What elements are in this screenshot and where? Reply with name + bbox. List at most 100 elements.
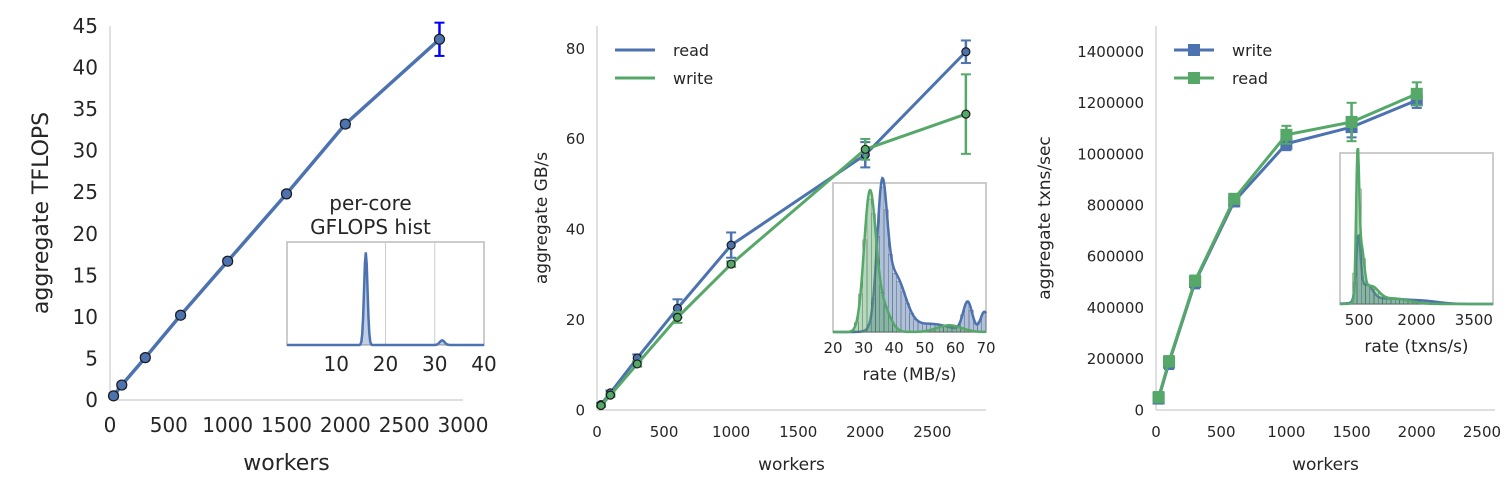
- chart-1: 0 500 1000 1500 2000 2500 3000 0 5 10 15 20 25 30 35 40…: [29, 14, 497, 476]
- y-tick-label: 0: [575, 401, 585, 419]
- x-tick-label: 1500: [779, 423, 817, 441]
- inset-tick-label: 3500: [1455, 311, 1493, 329]
- data-point: [433, 33, 446, 45]
- data-point: [1152, 391, 1165, 404]
- data-point: [339, 118, 351, 130]
- legend-label: write: [1232, 41, 1272, 60]
- data-point: [1345, 116, 1358, 128]
- inset-density-write-curve: [833, 188, 987, 334]
- data-point: [222, 255, 234, 267]
- data-point: [107, 390, 120, 402]
- x-tick-label: 0: [592, 423, 602, 441]
- y-tick-label: 40: [73, 56, 98, 80]
- y-axis-label: aggregate TFLOPS: [29, 112, 54, 314]
- x-tick-label: 0: [104, 413, 117, 437]
- x-axis-label: workers: [243, 451, 330, 476]
- y-tick-label: 35: [73, 97, 98, 121]
- x-tick-label: 2500: [1463, 423, 1501, 441]
- inset-density-read-curve: [1339, 147, 1493, 306]
- legend-marker: [1188, 72, 1200, 84]
- data-point: [1280, 128, 1293, 141]
- x-tick-label: 500: [150, 413, 188, 437]
- y-axis-label: aggregate GB/s: [532, 152, 552, 284]
- x-tick-label: 1500: [1332, 423, 1370, 441]
- inset-density-read-fill: [833, 178, 986, 332]
- inset-tick-label: 50: [915, 339, 934, 357]
- data-point: [961, 47, 971, 57]
- legend-marker: [1188, 44, 1200, 56]
- data-point: [1410, 87, 1423, 100]
- inset-tick-label: 20: [823, 339, 842, 357]
- y-tick-label: 200000: [1087, 350, 1144, 368]
- y-tick-label: 600000: [1087, 248, 1144, 266]
- x-tick-label: 0: [1151, 423, 1161, 441]
- data-point: [116, 379, 128, 391]
- data-point: [280, 188, 293, 200]
- y-tick-label: 45: [73, 14, 98, 38]
- data-point: [175, 309, 187, 321]
- inset-histogram: 500 2000 3500 rate (txns/s): [1339, 147, 1494, 357]
- inset-tick-label: 2000: [1397, 311, 1435, 329]
- inset-x-label: rate (MB/s): [862, 365, 956, 385]
- x-tick-label: 1000: [1267, 423, 1305, 441]
- x-tick-label: 1000: [202, 413, 253, 437]
- inset-tick-label: 70: [976, 339, 995, 357]
- y-tick-label: 0: [85, 388, 98, 412]
- y-tick-label: 25: [73, 180, 98, 204]
- data-point: [1189, 274, 1202, 287]
- y-tick-label: 30: [73, 139, 98, 163]
- inset-tick-label: 500: [1345, 311, 1374, 329]
- inset-tick-label: 60: [946, 339, 965, 357]
- x-tick-label: 2000: [320, 413, 371, 437]
- inset-tick-label: 30: [854, 339, 873, 357]
- legend-label: write: [673, 69, 713, 88]
- legend-label: read: [1232, 69, 1268, 88]
- x-tick-label: 2500: [379, 413, 430, 437]
- x-tick-label: 2000: [1398, 423, 1436, 441]
- y-tick-label: 15: [73, 263, 98, 287]
- inset-x-label: rate (txns/s): [1364, 337, 1468, 357]
- y-tick-label: 80: [566, 40, 585, 58]
- x-tick-label: 1000: [712, 423, 750, 441]
- series-line-main: [112, 37, 441, 397]
- y-tick-label: 5: [85, 346, 98, 370]
- x-tick-label: 2500: [913, 423, 951, 441]
- y-tick-label: 10: [73, 305, 98, 329]
- data-point: [632, 359, 642, 369]
- x-axis-label: workers: [1292, 455, 1359, 475]
- inset-tick-label: 10: [324, 352, 349, 376]
- inset-tick-label: 30: [422, 352, 447, 376]
- inset-tick-label: 40: [471, 352, 496, 376]
- legend-label: read: [673, 41, 709, 60]
- data-point: [860, 144, 870, 154]
- data-point: [672, 312, 683, 322]
- inset-title: per-core: [329, 191, 411, 215]
- data-point: [1163, 355, 1176, 368]
- inset-density-curve: [287, 252, 484, 347]
- y-tick-label: 800000: [1087, 196, 1144, 214]
- y-tick-label: 1200000: [1077, 94, 1144, 112]
- y-tick-label: 400000: [1087, 299, 1144, 317]
- data-point: [605, 390, 616, 400]
- y-tick-label: 40: [566, 221, 585, 239]
- data-point: [961, 109, 971, 119]
- data-point: [726, 240, 736, 250]
- x-tick-label: 2000: [846, 423, 884, 441]
- data-point: [1228, 192, 1241, 205]
- data-point: [726, 259, 736, 269]
- y-tick-label: 60: [566, 130, 585, 148]
- chart-2: 0 500 1000 1500 2000 2500 0 20 40 60 80 workers aggr…: [532, 26, 996, 475]
- y-axis-label: aggregate txns/sec: [1035, 136, 1055, 300]
- x-tick-label: 3000: [438, 413, 489, 437]
- x-tick-label: 500: [1207, 423, 1236, 441]
- inset-histogram: 20 30 40 50 60 70 rate (MB/s): [823, 176, 996, 385]
- chart-3: 0 500 1000 1500 2000 2500 0 200000 400000 600000 8…: [1035, 26, 1501, 475]
- inset-density-write-fill: [833, 190, 986, 332]
- data-point: [139, 352, 151, 364]
- y-tick-label: 0: [1134, 401, 1144, 419]
- x-tick-label: 500: [650, 423, 679, 441]
- x-axis-label: workers: [758, 455, 825, 475]
- y-tick-label: 20: [566, 311, 585, 329]
